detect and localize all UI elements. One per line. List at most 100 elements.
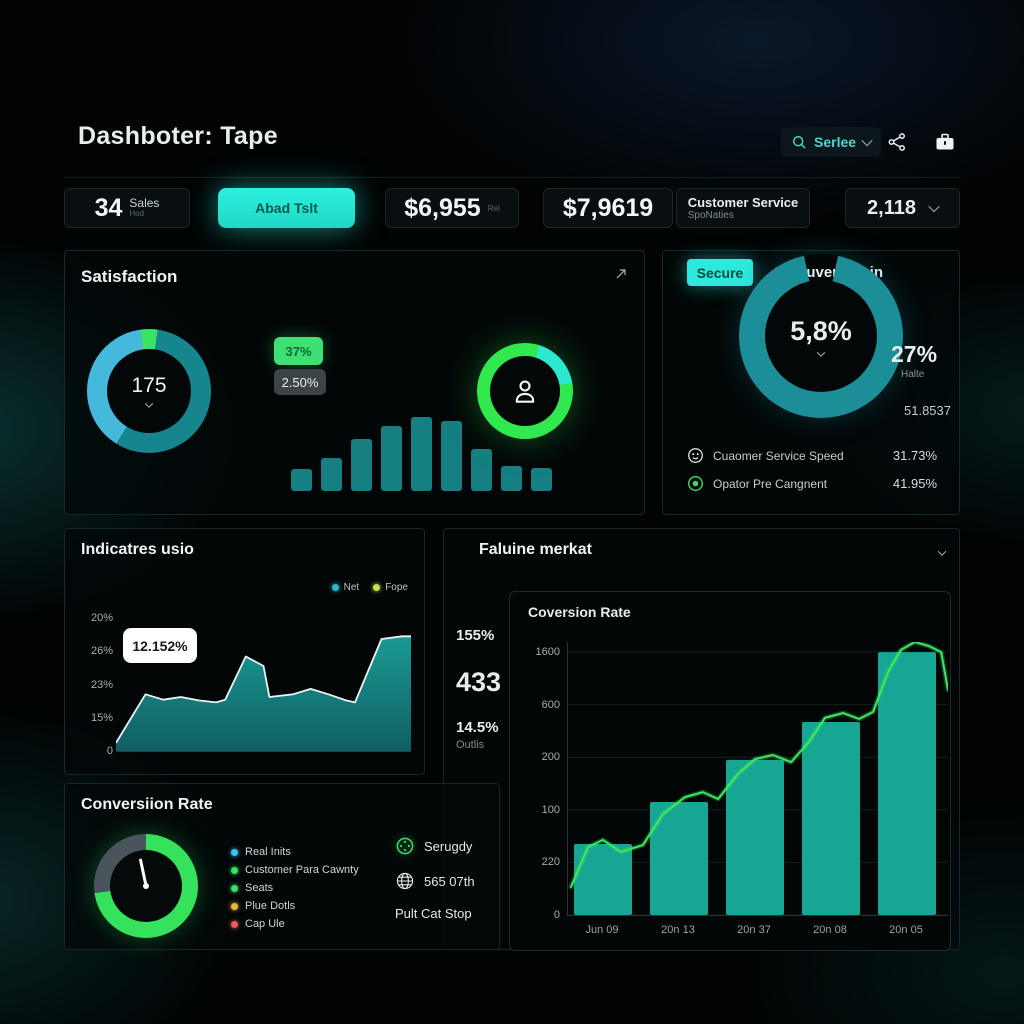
secure-badge: Secure [687,259,753,286]
kpi-service-title: Customer Service [687,195,799,210]
legend-dot [231,848,238,856]
indicators-title: Indicatres usio [81,541,194,558]
legend-label: Cap Ule [245,918,285,930]
chart-title: Coversion Rate [528,604,631,620]
conversion-gauge [94,834,198,938]
y-tick-label: 200 [541,751,560,764]
mini-bar-chart [291,415,561,491]
legend-dot [373,584,381,591]
faluine-title: Faluine merkat [479,541,592,558]
login-side-number: 51.8537 [904,403,951,418]
satisfaction-title: Satisfaction [81,267,178,286]
kpi-revenue2-value: $7,9619 [562,193,654,222]
mini-bar [471,449,492,491]
mini-bar [381,426,402,491]
mini-bar [411,417,432,491]
panel-menu-icon[interactable] [937,543,947,561]
kpi-count-dropdown[interactable]: 2,118 [845,188,960,228]
kpi-revenue-sub: Rel [487,203,500,213]
mini-bar [501,466,522,491]
indicators-legend: Net Fope [331,582,408,593]
x-tick-label: 20n 05 [889,924,923,936]
customer-login-donut: 5,8% [739,254,903,418]
kpi-revenue-card: $6,955 Rel [385,188,519,228]
kpi-count-value: 2,118 [867,196,916,219]
side-label: 565 07th [424,873,475,889]
faluine-stat-2: 433 [456,667,502,697]
mini-bar [531,468,552,491]
legend-dot [231,902,238,910]
legend-label: Plue Dotls [245,900,296,912]
chevron-down-icon [144,399,154,408]
kpi-service-sub: SpoNaties [687,210,734,221]
green-badge: 37% [274,337,323,365]
satisfaction-panel: Satisfaction 175 37% 2.50% [64,250,645,515]
abad-tslt-button[interactable]: Abad Tslt [218,188,355,228]
green-dot-icon [688,476,703,491]
legend-dot [231,884,238,892]
kpi-service-card: Customer Service SpoNaties [676,188,810,228]
legend-dot [231,866,238,874]
globe-icon [396,872,414,890]
area-chart [116,635,411,752]
gray-badge: 2.50% [274,369,326,395]
legend-item: Real Inits [231,846,359,858]
y-tick-label: 20% [90,612,113,624]
x-tick-label: 20n 13 [661,924,695,936]
satisfaction-donut: 175 [87,329,211,453]
metric-row: Opator Pre Cangnent 41.95% [687,475,937,492]
briefcase-button[interactable] [932,129,958,155]
legend-dot [231,920,238,928]
bar-line-chart [567,642,948,916]
metric-label: Opator Pre Cangnent [713,476,828,491]
side-item: Pult Cat Stop [395,906,475,921]
y-tick-label: 1600 [535,646,560,658]
satisfaction-donut-center: 175 [107,349,191,433]
legend-label: Real Inits [245,846,291,858]
login-side-value: 27% [891,341,938,367]
legend-item: Net [331,582,359,593]
kpi-sales-label: Sales [129,196,160,210]
y-tick-label: 100 [541,803,560,816]
metric-value: 31.73% [892,448,937,463]
faluine-stat-3-sub: Outlis [456,739,485,751]
chevron-down-icon [861,134,873,147]
y-tick-label: 600 [541,698,560,711]
faluine-panel: Faluine merkat 155% 433 14.5% Outlis Cov… [443,528,960,951]
side-item: 565 07th [395,871,475,891]
header-divider [64,177,960,178]
chevron-down-icon [928,200,940,213]
share-icon [888,133,905,151]
mini-bar [441,421,462,491]
legend-item: Fope [373,582,408,593]
kpi-sales-value: 34 [94,193,123,222]
y-tick-label: 15% [90,711,113,724]
legend-item: Seats [231,882,359,894]
kpi-sales-card: 34 Sales Hod [64,188,190,228]
person-icon [515,380,535,403]
x-tick-label: Jun 09 [585,924,619,936]
kpi-revenue2-card: $7,9619 [543,188,673,228]
kpi-revenue-value: $6,955 [404,193,481,222]
legend-item: Customer Para Cawnty [231,864,359,876]
conversion-panel: Conversiion Rate Real Inits Customer Para… [64,783,500,950]
legend-label: Seats [245,882,274,894]
customer-login-panel: Secure Custuver Login 5,8% 27% Halte 51.… [662,250,960,515]
y-tick-label: 220 [541,856,560,869]
agents-donut [477,343,573,439]
search-control[interactable]: Serlee [781,127,882,157]
faluine-stat-3: 14.5% [456,719,499,736]
conversion-side-list: Serugdy 565 07th Pult Cat Stop [395,836,475,921]
mini-bar [291,469,312,491]
conversion-title: Conversiion Rate [81,796,213,813]
mini-bar [321,458,342,491]
chart-tooltip: 12.152% [123,628,197,663]
expand-icon[interactable] [614,267,628,286]
y-tick-label: 0 [106,745,113,757]
share-button[interactable] [884,129,910,155]
search-icon [793,136,806,149]
metric-label: Cuaomer Service Speed [713,448,844,463]
legend-item: Plue Dotls [231,900,359,912]
conversion-legend: Real Inits Customer Para Cawnty Seats Plue … [231,846,359,930]
